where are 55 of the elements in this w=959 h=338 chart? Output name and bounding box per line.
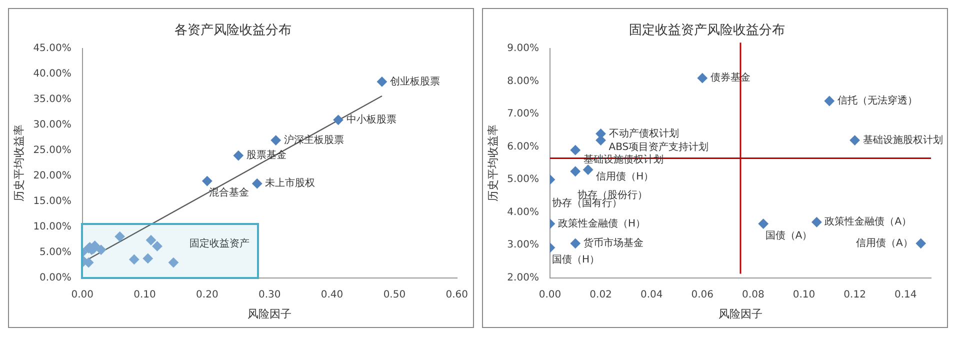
annotation: 货币市场基金: [583, 237, 644, 250]
y-tick-label: 7.00%: [507, 108, 539, 120]
x-tick-label: 0.30: [258, 289, 281, 300]
annotation: 信用债（H）: [596, 170, 654, 182]
x-tick-label: 0.40: [320, 289, 344, 300]
y-tick-label: 6.00%: [507, 141, 539, 152]
x-tick-label: 0.06: [691, 289, 714, 300]
x-axis-title: 风险因子: [248, 307, 292, 320]
x-tick-label: 0.60: [446, 289, 468, 300]
annotation: 信托（无法穿透）: [837, 94, 918, 107]
y-tick-label: 35.00%: [33, 94, 72, 106]
y-tick-label: 0.00%: [40, 272, 72, 284]
y-tick-label: 5.00%: [40, 246, 72, 258]
x-tick-label: 0.08: [742, 289, 764, 300]
annotation: 混合基金: [209, 186, 250, 199]
x-tick-label: 0.10: [792, 289, 816, 300]
chart-title: 固定收益资产风险收益分布: [629, 23, 785, 38]
x-tick-label: 0.00: [538, 289, 562, 300]
x-tick-label: 0.10: [134, 289, 156, 300]
annotation: 政策性金融债（A）: [824, 216, 912, 228]
y-tick-label: 2.00%: [507, 272, 539, 284]
y-tick-label: 8.00%: [507, 76, 539, 87]
y-tick-label: 15.00%: [33, 196, 72, 207]
annotation: 固定收益资产: [189, 238, 250, 250]
annotation: 创业板股票: [390, 75, 440, 88]
chart-title: 各资产风险收益分布: [174, 23, 292, 38]
annotation: 不动产债权计划: [608, 127, 679, 140]
y-axis-title: 历史平均收益率: [486, 124, 500, 202]
x-tick-label: 0.04: [640, 289, 663, 300]
y-tick-label: 45.00%: [33, 43, 72, 54]
y-axis-title: 历史平均收益率: [12, 124, 26, 202]
y-tick-label: 25.00%: [33, 145, 72, 156]
x-tick-label: 0.02: [590, 289, 612, 300]
annotation: 政策性金融债（H）: [558, 217, 646, 230]
annotation: 信用债（A）: [856, 237, 913, 250]
y-tick-label: 3.00%: [507, 240, 539, 251]
x-tick-label: 0.12: [844, 289, 866, 300]
x-tick-label: 0.14: [894, 289, 917, 300]
annotation: ABS项目资产支持计划: [608, 140, 709, 153]
y-tick-label: 4.00%: [507, 206, 539, 218]
annotation: 基础设施股权计划: [862, 134, 943, 146]
annotation: 中小板股票: [346, 114, 396, 126]
x-tick-label: 0.50: [383, 289, 406, 300]
annotation: 未上市股权: [265, 177, 316, 190]
annotation: 国债（A）: [765, 230, 812, 242]
x-tick-label: 0.00: [71, 289, 94, 300]
y-tick-label: 10.00%: [33, 221, 72, 232]
y-tick-label: 20.00%: [33, 170, 72, 182]
annotation: 国债（H）: [552, 254, 600, 266]
y-tick-label: 9.00%: [507, 43, 539, 54]
y-tick-label: 40.00%: [33, 68, 72, 80]
x-tick-label: 0.20: [196, 289, 218, 300]
y-tick-label: 30.00%: [33, 120, 72, 131]
x-axis-title: 风险因子: [718, 307, 762, 320]
y-tick-label: 5.00%: [507, 174, 539, 186]
